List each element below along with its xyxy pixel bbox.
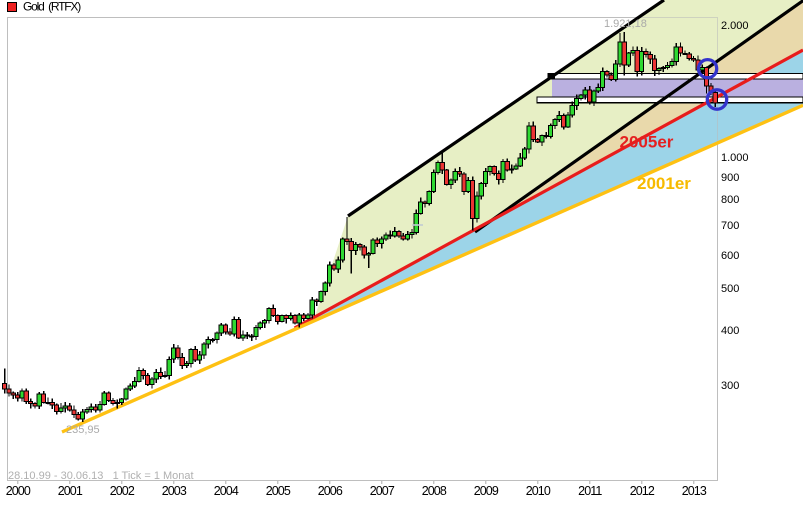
svg-text:2007: 2007 <box>370 484 395 498</box>
svg-text:2012: 2012 <box>630 484 655 498</box>
svg-text:1.000: 1.000 <box>721 152 749 164</box>
svg-text:2.000: 2.000 <box>721 20 749 32</box>
svg-text:2009: 2009 <box>474 484 499 498</box>
svg-text:2013: 2013 <box>682 484 707 498</box>
svg-text:600: 600 <box>721 250 739 262</box>
svg-text:2006: 2006 <box>318 484 343 498</box>
svg-text:500: 500 <box>721 283 739 295</box>
svg-text:28.10.99 - 30.06.13 1 Tick =: 28.10.99 - 30.06.13 1 Tick = 1 Monat <box>8 470 194 482</box>
svg-text:235,95: 235,95 <box>66 424 100 436</box>
svg-text:2003: 2003 <box>162 484 187 498</box>
svg-text:2011: 2011 <box>578 484 602 498</box>
svg-text:2001: 2001 <box>58 484 83 498</box>
svg-text:2005er: 2005er <box>620 133 674 152</box>
svg-text:2002: 2002 <box>110 484 135 498</box>
svg-text:2004: 2004 <box>214 484 239 498</box>
svg-text:800: 800 <box>721 194 739 206</box>
svg-text:400: 400 <box>721 325 739 337</box>
svg-text:900: 900 <box>721 172 739 184</box>
svg-text:1.921,18: 1.921,18 <box>604 18 647 30</box>
svg-text:2005: 2005 <box>266 484 291 498</box>
svg-text:2010: 2010 <box>526 484 551 498</box>
svg-text:2001er: 2001er <box>637 174 691 193</box>
svg-text:700: 700 <box>721 220 739 232</box>
svg-text:Gold (RTFX): Gold (RTFX) <box>23 0 81 14</box>
svg-text:300: 300 <box>721 380 739 392</box>
svg-text:2008: 2008 <box>422 484 447 498</box>
svg-text:2000: 2000 <box>6 484 31 498</box>
